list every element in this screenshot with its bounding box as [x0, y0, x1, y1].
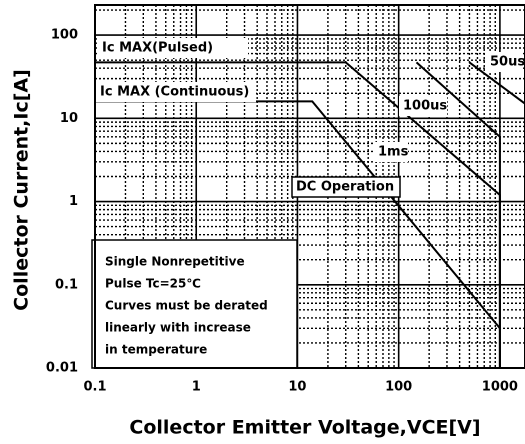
annotation-box	[374, 142, 408, 162]
x-tick-label: 1000	[482, 380, 518, 395]
y-tick-label: 100	[51, 28, 78, 43]
y-tick-label: 0.01	[46, 361, 78, 376]
annotation: 50us	[490, 55, 525, 70]
y-axis-title: Collector Current,Ic[A]	[11, 69, 33, 311]
annotation: DC Operation	[296, 180, 394, 195]
annotation-box	[399, 96, 447, 116]
plot-frame	[94, 4, 525, 369]
annotation-box	[291, 176, 401, 198]
annotation-box	[98, 38, 248, 58]
series-line	[415, 61, 501, 368]
annotation: Ic MAX(Pulsed)	[102, 41, 213, 56]
series-line	[468, 61, 525, 105]
note-line: Pulse Tc=25℃	[105, 277, 201, 291]
y-tick-label: 0.1	[55, 277, 78, 292]
annotation: Ic MAX (Continuous)	[100, 85, 249, 100]
x-tick-label: 100	[385, 380, 412, 395]
note-line: Curves must be derated	[105, 299, 268, 313]
x-tick-label: 0.1	[83, 380, 106, 395]
note-line: linearly with increase	[105, 321, 251, 335]
x-axis-title: Collector Emitter Voltage,VCE[V]	[129, 417, 480, 439]
note-line: in temperature	[105, 343, 207, 357]
annotation-box	[96, 82, 256, 102]
annotation: 1ms	[378, 145, 409, 160]
x-tick-label: 1	[192, 380, 201, 395]
x-tick-label: 10	[288, 380, 306, 395]
note-line: Single Nonrepetitive	[105, 255, 245, 269]
note-box	[91, 239, 298, 369]
annotation: 100us	[403, 99, 447, 114]
annotation-box	[486, 52, 522, 72]
y-tick-label: 10	[60, 111, 78, 126]
y-tick-label: 1	[69, 194, 78, 209]
